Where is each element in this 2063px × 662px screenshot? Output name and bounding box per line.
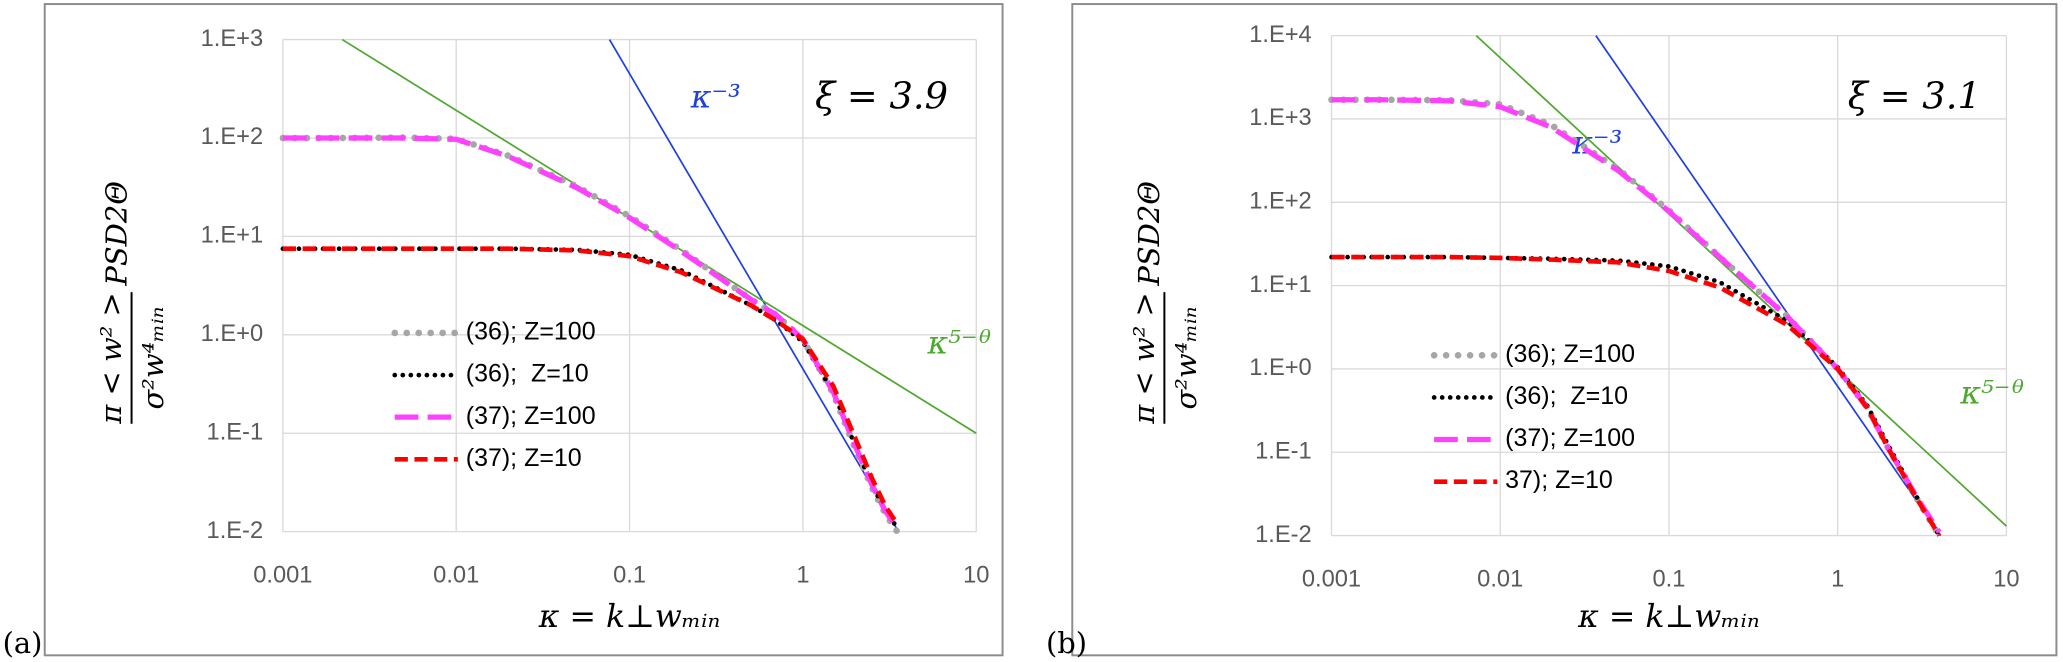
panel: 1.E-2 1.E-1 1.E+0 1.E+1 1.E+2 1.E+3 0.001 0.01 0… (3, 3, 1004, 660)
y-tick-label: 1.E+0 (201, 321, 264, 347)
panel-frame (1071, 3, 2058, 657)
x-tick-label: 0.1 (613, 563, 646, 589)
series-line (282, 135, 900, 530)
legend-label: (37); Z=100 (1505, 424, 1635, 452)
y-tick-label: 1.E+3 (1249, 105, 1312, 131)
x-tick-label: 1 (796, 563, 809, 589)
y-tick-label: 1.E-1 (1255, 439, 1312, 465)
y-tick-label: 1.E-1 (207, 419, 264, 445)
x-tick-label: 0.01 (1477, 567, 1523, 593)
x-tick-label: 10 (963, 563, 989, 589)
x-axis-label: κ = k⊥wₘᵢₙ (538, 599, 721, 635)
x-tick-label: 0.01 (433, 563, 479, 589)
annotation: ξ = 3.9 (815, 74, 948, 117)
series-line (1328, 96, 1943, 539)
reference-line (1595, 35, 1942, 537)
series-line (1331, 254, 1942, 537)
x-axis-label: κ = k⊥wₘᵢₙ (1577, 599, 1760, 635)
x-tick-label: 0.001 (253, 563, 312, 589)
reference-line (1475, 35, 2008, 527)
legend-label: (36); Z=100 (1505, 340, 1635, 368)
panel-label: (a) (3, 626, 43, 660)
y-tick-label: 1.E+3 (201, 26, 264, 52)
series-line (282, 246, 900, 526)
panel: 1.E-2 1.E-1 1.E+0 1.E+1 1.E+2 1.E+3 1.E+4 0.001… (1046, 3, 2058, 660)
legend-label: 37); Z=10 (1505, 466, 1613, 494)
panel-label: (b) (1046, 626, 1087, 660)
annotation: ξ = 3.1 (1848, 74, 1981, 117)
y-label-numerator: π < w² > (1127, 292, 1161, 424)
y-tick-label: 1.E+2 (1249, 189, 1312, 215)
y-tick-label: 1.E-2 (1255, 522, 1312, 548)
reference-label: κ⁵⁻ᶿ (927, 325, 993, 361)
series-line (1331, 97, 1942, 534)
series-line (1329, 254, 1942, 538)
x-tick-label: 10 (1993, 567, 2019, 593)
reference-line (608, 39, 900, 533)
legend-label: (36); Z=100 (466, 318, 596, 346)
y-tick-label: 1.E+2 (201, 124, 264, 150)
y-label-denominator: σ²w⁴ₘᵢₙ (136, 306, 170, 409)
reference-label: κ⁵⁻ᶿ (1959, 375, 2025, 411)
legend-label: (36); Z=10 (466, 360, 589, 388)
y-tick-label: 1.E+4 (1249, 22, 1312, 48)
y-tick-label: 1.E+1 (201, 223, 264, 249)
x-tick-label: 1 (1831, 567, 1844, 593)
y-tick-label: 1.E+0 (1249, 355, 1312, 381)
y-tick-label: 1.E-2 (207, 518, 264, 544)
y-tick-label: 1.E+1 (1249, 272, 1312, 298)
reference-label: κ⁻³ (690, 79, 741, 115)
y-label-factor: PSD2Θ (1132, 181, 1166, 287)
series-line (280, 246, 900, 530)
legend-label: (37); Z=100 (466, 402, 596, 430)
x-tick-label: 0.1 (1652, 567, 1685, 593)
y-label-factor: PSD2Θ (99, 181, 133, 287)
y-label-numerator: π < w² > (94, 292, 128, 424)
y-label-denominator: σ²w⁴ₘᵢₙ (1169, 306, 1203, 409)
legend-label: (37); Z=10 (466, 444, 582, 472)
x-tick-label: 0.001 (1302, 567, 1361, 593)
panel-frame (43, 3, 1004, 657)
legend-label: (36); Z=10 (1505, 382, 1628, 410)
